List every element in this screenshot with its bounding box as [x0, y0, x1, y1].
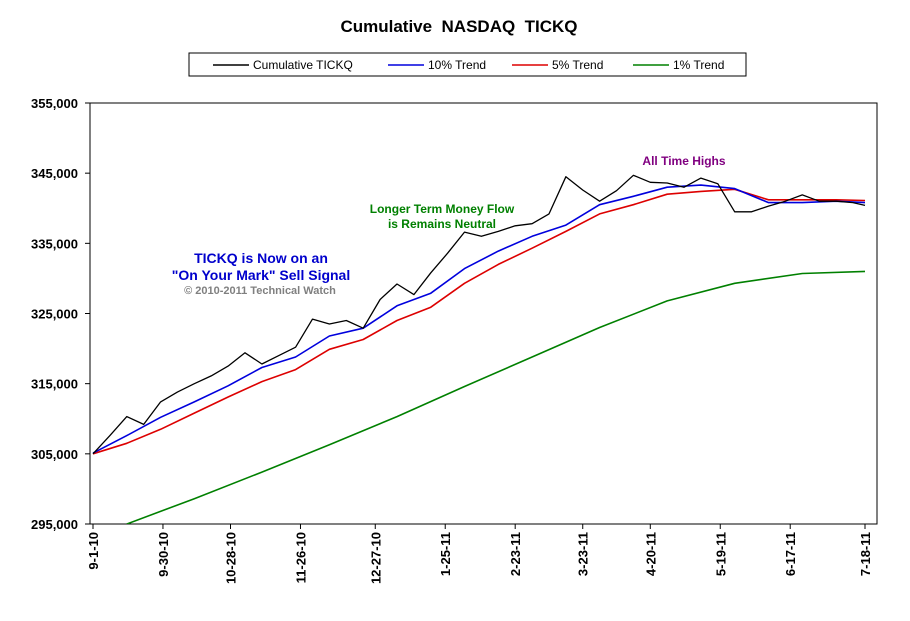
y-tick-label: 335,000: [31, 236, 78, 251]
x-tick-label: 9-30-10: [156, 532, 171, 577]
x-tick-label: 9-1-10: [86, 532, 101, 570]
chart-title: Cumulative NASDAQ TICKQ: [340, 17, 577, 36]
annotation-text: © 2010-2011 Technical Watch: [184, 285, 336, 297]
legend-label: Cumulative TICKQ: [253, 58, 353, 72]
legend-frame: [188, 52, 747, 77]
x-tick-label: 11-26-10: [293, 532, 308, 583]
annotation-text: TICKQ is Now on an: [194, 250, 328, 266]
series-line-10-trend: [92, 184, 866, 454]
x-tick-label: 3-23-11: [576, 532, 591, 576]
plot-area: [89, 102, 878, 525]
x-tick-label: 2-23-11: [508, 532, 523, 576]
y-tick-label: 315,000: [31, 377, 78, 392]
series-line-1-trend: [126, 270, 866, 524]
x-tick-label: 10-28-10: [224, 532, 239, 584]
legend: Cumulative TICKQ 10% Trend 5% Trend 1% Tren…: [188, 52, 747, 77]
y-tick-label: 295,000: [31, 517, 78, 532]
x-tick-label: 6-17-11: [783, 532, 798, 576]
series-line-cumulative-tickq: [92, 174, 866, 455]
annotation-text: is Remains Neutral: [388, 217, 496, 231]
x-tick-label: 4-20-11: [643, 532, 658, 576]
y-tick-label: 345,000: [31, 166, 78, 181]
legend-label: 5% Trend: [552, 58, 603, 72]
y-tick-label: 355,000: [31, 96, 78, 111]
y-tick-label: 305,000: [31, 447, 78, 462]
x-tick-label: 12-27-10: [368, 532, 383, 584]
legend-label: 10% Trend: [428, 58, 486, 72]
y-axis: 295,000 305,000 315,000 325,000 335,000 345,0…: [31, 96, 90, 532]
y-tick-label: 325,000: [31, 307, 78, 322]
x-tick-label: 5-19-11: [713, 532, 728, 576]
x-axis: 9-1-10 9-30-10 10-28-10 11-26-10 12-27-10 1-2…: [86, 524, 873, 584]
x-tick-label: 1-25-11: [438, 532, 453, 576]
series-layer: [92, 174, 866, 524]
annotation-text: Longer Term Money Flow: [370, 202, 515, 216]
x-tick-label: 7-18-11: [858, 532, 873, 576]
annotation-text: All Time Highs: [642, 154, 725, 168]
annotation-text: "On Your Mark" Sell Signal: [172, 267, 350, 283]
legend-label: 1% Trend: [673, 58, 724, 72]
